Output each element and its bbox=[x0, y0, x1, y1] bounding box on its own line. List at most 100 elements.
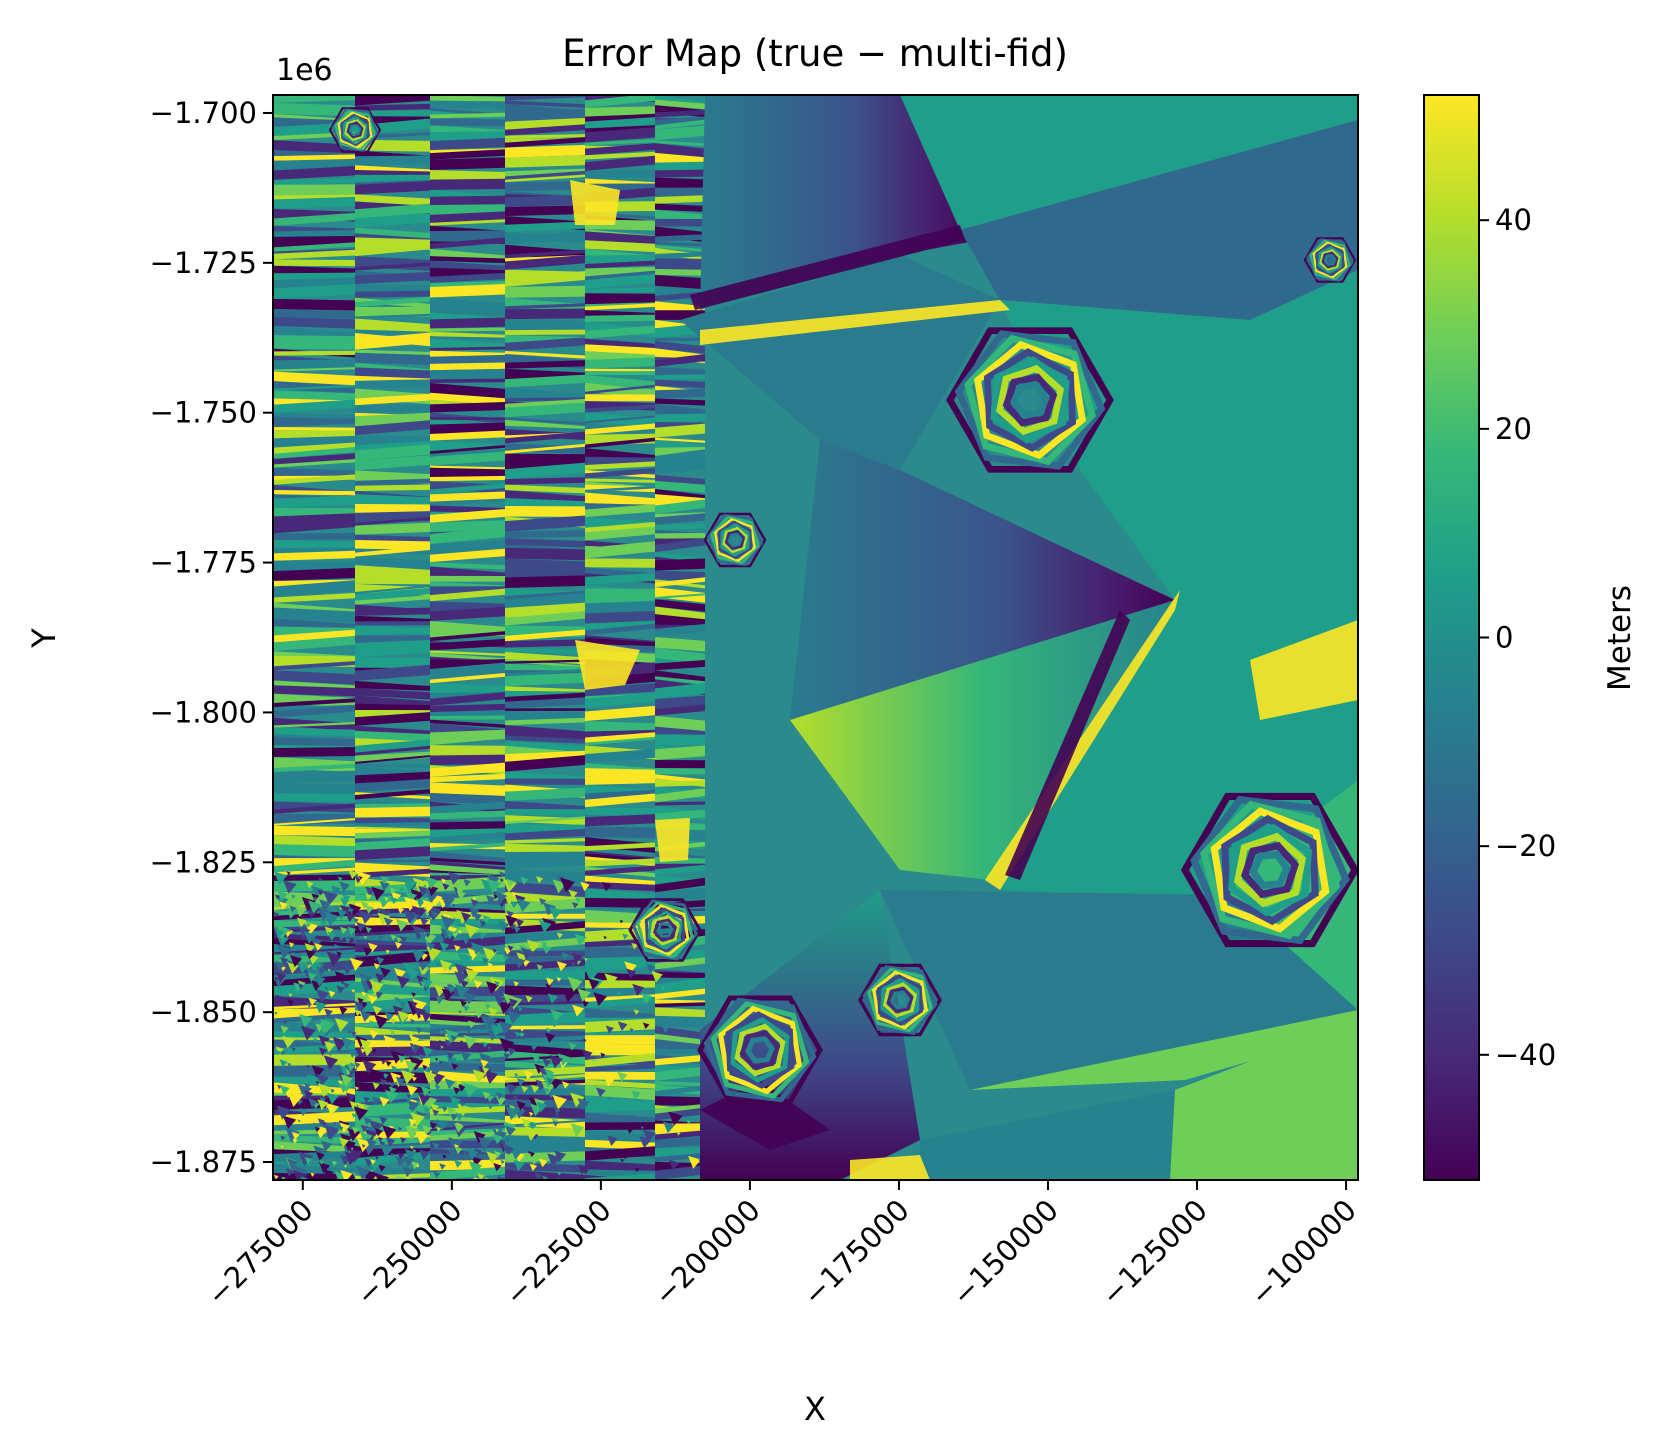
stripe bbox=[585, 143, 655, 156]
noise-cell bbox=[275, 1046, 284, 1055]
stripe bbox=[355, 435, 430, 444]
stripe bbox=[430, 219, 505, 226]
stripe bbox=[273, 447, 355, 460]
noise-cell bbox=[454, 971, 468, 985]
noise-cell bbox=[534, 1172, 543, 1180]
stripe bbox=[655, 109, 705, 118]
stripe bbox=[273, 670, 355, 685]
stripe bbox=[273, 335, 355, 340]
noise-cell bbox=[571, 952, 583, 964]
noise-cell bbox=[492, 1128, 508, 1144]
stripe bbox=[430, 256, 505, 264]
noise-cell bbox=[435, 962, 441, 968]
stripe bbox=[655, 99, 705, 110]
noise-cell bbox=[282, 1115, 297, 1129]
stripe bbox=[505, 575, 585, 589]
x-axis: −275000 −250000 −225000 −200000 −175000 −1500… bbox=[200, 1180, 1363, 1312]
stripe bbox=[505, 1000, 585, 1006]
noise-cell bbox=[572, 1004, 585, 1017]
noise-cell bbox=[400, 936, 408, 943]
stripe bbox=[585, 996, 655, 1009]
noise-cell bbox=[443, 986, 448, 990]
noise-cell bbox=[452, 932, 459, 939]
streak bbox=[700, 300, 1010, 345]
noise-cell bbox=[369, 1030, 379, 1039]
noise-cell bbox=[416, 1026, 423, 1034]
stripe bbox=[355, 540, 430, 550]
stripe bbox=[655, 682, 705, 700]
noise-cell bbox=[487, 874, 500, 887]
noise-cell bbox=[604, 973, 618, 987]
noise-cell bbox=[419, 917, 429, 927]
noise-cell bbox=[396, 937, 402, 943]
heatmap-image bbox=[273, 95, 1358, 1180]
stripe bbox=[505, 558, 585, 570]
stripe bbox=[430, 703, 505, 713]
noise-cell bbox=[426, 946, 442, 962]
noise-cell bbox=[296, 917, 307, 928]
noise-cell bbox=[454, 1144, 459, 1149]
noise-cell bbox=[493, 891, 498, 896]
noise-cell bbox=[634, 1167, 640, 1173]
swirl-ring bbox=[724, 530, 746, 550]
noise-cell bbox=[347, 926, 357, 936]
stripe bbox=[355, 575, 430, 585]
swirl-ring bbox=[1010, 382, 1050, 418]
noise-cell bbox=[550, 1009, 563, 1022]
noise-cell bbox=[531, 1158, 538, 1165]
noise-cell bbox=[520, 971, 527, 978]
stripe bbox=[655, 1002, 705, 1008]
stripe bbox=[273, 867, 355, 876]
stripe bbox=[355, 585, 430, 595]
noise-cell bbox=[283, 1020, 287, 1025]
stripe bbox=[273, 371, 355, 386]
stripe bbox=[585, 139, 655, 146]
stripe bbox=[273, 178, 355, 185]
colorbar-tick-label: 0 bbox=[1495, 621, 1513, 655]
noise-cell bbox=[482, 1041, 489, 1048]
noise-cell bbox=[324, 1124, 339, 1140]
swirl-ring bbox=[973, 340, 1087, 460]
noise-cell bbox=[348, 903, 362, 917]
noise-cell bbox=[394, 997, 401, 1003]
stripe bbox=[273, 859, 355, 873]
y-tick-label: −1.775 bbox=[150, 546, 257, 580]
noise-cell bbox=[582, 1000, 589, 1008]
noise-cell bbox=[371, 886, 386, 901]
noise-cell bbox=[574, 933, 587, 946]
noise-cell bbox=[274, 994, 284, 1004]
colorbar bbox=[1423, 94, 1480, 1181]
stripe bbox=[585, 344, 655, 355]
noise-cell bbox=[605, 1025, 615, 1034]
stripe bbox=[273, 95, 355, 103]
stripe bbox=[273, 259, 355, 267]
noise-cell bbox=[539, 920, 552, 933]
noise-cell bbox=[460, 1051, 472, 1062]
noise-cell bbox=[289, 929, 294, 934]
stripe bbox=[430, 1159, 505, 1171]
stripe bbox=[430, 178, 505, 190]
swirl-ring bbox=[1228, 823, 1312, 917]
stripe bbox=[505, 205, 585, 217]
noise-cell bbox=[629, 1114, 634, 1119]
stripe bbox=[355, 393, 430, 406]
noise-cell bbox=[346, 1063, 355, 1072]
noise-cell bbox=[538, 1158, 548, 1168]
stripe bbox=[355, 1179, 370, 1180]
stripe bbox=[355, 318, 430, 336]
swirl-ring bbox=[720, 523, 750, 557]
stripe bbox=[655, 1165, 705, 1180]
stripe bbox=[430, 230, 505, 242]
noise-cell bbox=[421, 1124, 433, 1136]
noise-cell bbox=[405, 1060, 418, 1073]
stripe bbox=[585, 371, 655, 376]
noise-cell bbox=[520, 1028, 524, 1032]
noise-cell bbox=[498, 1020, 513, 1035]
noise-cell bbox=[450, 1035, 458, 1043]
noise-cell bbox=[390, 1072, 402, 1084]
stripe bbox=[430, 673, 505, 684]
stripe bbox=[355, 1096, 430, 1107]
swirl-ring bbox=[703, 997, 817, 1103]
noise-cell bbox=[619, 919, 624, 924]
swirl-ring bbox=[996, 364, 1064, 436]
